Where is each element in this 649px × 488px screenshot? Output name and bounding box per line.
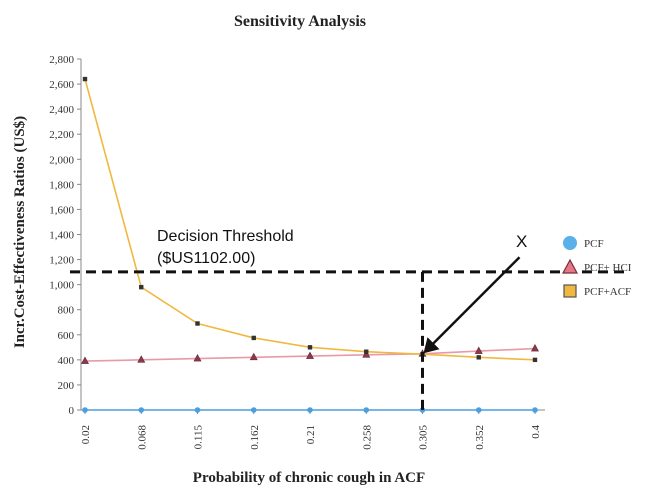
legend-marker-triangle xyxy=(561,258,579,274)
data-point xyxy=(250,407,257,413)
x-tick-label: 0.162 xyxy=(249,425,261,450)
y-tick-label: 1,800 xyxy=(49,179,74,191)
legend-label: PCF xyxy=(584,238,604,250)
data-point xyxy=(137,355,146,363)
series-layer xyxy=(80,76,540,413)
x-tick-label: 0.305 xyxy=(418,425,430,450)
y-tick-label: 800 xyxy=(58,305,75,317)
data-point xyxy=(193,353,202,362)
data-point xyxy=(80,356,90,364)
data-point xyxy=(249,352,258,361)
data-point xyxy=(138,407,145,413)
data-point xyxy=(195,321,200,326)
data-point xyxy=(476,355,481,360)
data-point xyxy=(139,284,144,290)
chart-title: Sensitivity Analysis xyxy=(234,13,366,30)
data-point xyxy=(82,407,88,413)
data-point xyxy=(194,407,201,413)
data-point xyxy=(364,349,369,354)
data-point xyxy=(363,407,370,413)
y-axis: 0 200 400 600 800 1,000 1,200 1,400 1,600 1,800 2,… xyxy=(49,54,82,417)
series-pcf-hci xyxy=(80,343,540,364)
series-pcf xyxy=(82,407,538,413)
x-tick-label: 0.115 xyxy=(193,425,205,450)
y-tick-label: 2,600 xyxy=(49,79,74,91)
data-point xyxy=(474,346,483,354)
y-tick-label: 1,000 xyxy=(49,280,74,292)
data-point xyxy=(532,357,538,363)
x-tick-label: 0.068 xyxy=(136,425,148,450)
y-tick-label: 2,800 xyxy=(49,54,74,66)
data-point xyxy=(530,343,540,352)
legend-label: PCF+ACF xyxy=(584,286,631,298)
series-line xyxy=(84,78,536,361)
x-tick-label: 0.258 xyxy=(361,425,373,450)
x-axis: 0.02 0.068 0.115 0.162 0.21 0.258 0.305 0.352 0.… xyxy=(80,409,545,450)
x-tick-label: 0.352 xyxy=(474,425,486,450)
arrow-shaft xyxy=(430,256,521,347)
legend-marker-square xyxy=(563,284,577,298)
x-tick-label: 0.21 xyxy=(305,425,317,444)
y-tick-label: 2,200 xyxy=(49,129,74,141)
x-axis-label: Probability of chronic cough in ACF xyxy=(193,470,425,486)
y-tick-label: 600 xyxy=(58,330,75,342)
y-axis-label: Incr.Cost-Effectiveness Ratios (US$) xyxy=(12,116,28,348)
data-point xyxy=(532,407,538,413)
data-point xyxy=(305,351,315,359)
y-tick-label: 200 xyxy=(58,380,75,392)
x-tick-label: 0.02 xyxy=(80,425,92,444)
legend-marker-circle xyxy=(563,236,577,250)
y-tick-label: 1,400 xyxy=(49,230,74,242)
threshold-layer xyxy=(70,256,630,410)
y-tick-label: 2,000 xyxy=(49,154,74,166)
legend-label: PCF+ HCI xyxy=(584,262,632,274)
threshold-label-line1: Decision Threshold xyxy=(157,228,294,245)
series-pcf-acf xyxy=(82,76,538,363)
y-tick-label: 1,200 xyxy=(49,255,74,267)
y-tick-label: 400 xyxy=(58,355,75,367)
data-point xyxy=(307,345,313,350)
data-point xyxy=(82,76,88,82)
x-tick-label: 0.4 xyxy=(530,425,542,439)
legend: PCF PCF+ HCI PCF+ACF xyxy=(561,236,632,298)
annotation-x: X xyxy=(516,232,527,251)
y-tick-label: 1,600 xyxy=(49,204,74,216)
y-tick-label: 0 xyxy=(69,405,75,417)
data-point xyxy=(475,407,482,413)
arrow-head xyxy=(423,337,440,354)
y-tick-label: 2,400 xyxy=(49,104,74,116)
data-point xyxy=(307,407,313,413)
threshold-label-line2: ($US1102.00) xyxy=(157,250,255,267)
data-point xyxy=(251,335,256,341)
data-point xyxy=(362,350,371,358)
